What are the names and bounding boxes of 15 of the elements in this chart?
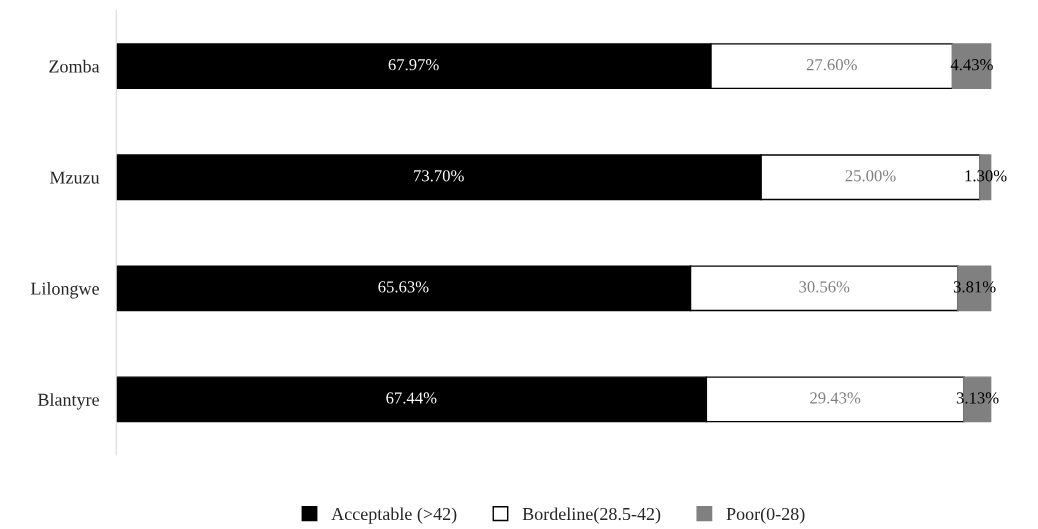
data-label: 73.70% — [414, 170, 464, 182]
y-tick-label: Blantyre — [37, 393, 99, 410]
legend-label: Acceptable (>42) — [331, 507, 457, 524]
data-label: 67.44% — [386, 392, 437, 404]
data-label: 25.00% — [845, 170, 896, 182]
y-tick-label: Zomba — [49, 59, 100, 73]
y-tick-label: Mzuzu — [49, 171, 100, 184]
legend-label: Poor(0-28) — [726, 507, 805, 524]
data-label: 65.63% — [378, 281, 429, 293]
legend-label: Bordeline(28.5-42) — [522, 507, 661, 524]
data-label: 30.56% — [799, 281, 850, 293]
data-label: 67.97% — [388, 59, 439, 71]
data-label: 27.60% — [806, 59, 857, 71]
data-label: 29.43% — [810, 392, 861, 404]
y-tick-label: Lilongwe — [30, 282, 99, 299]
